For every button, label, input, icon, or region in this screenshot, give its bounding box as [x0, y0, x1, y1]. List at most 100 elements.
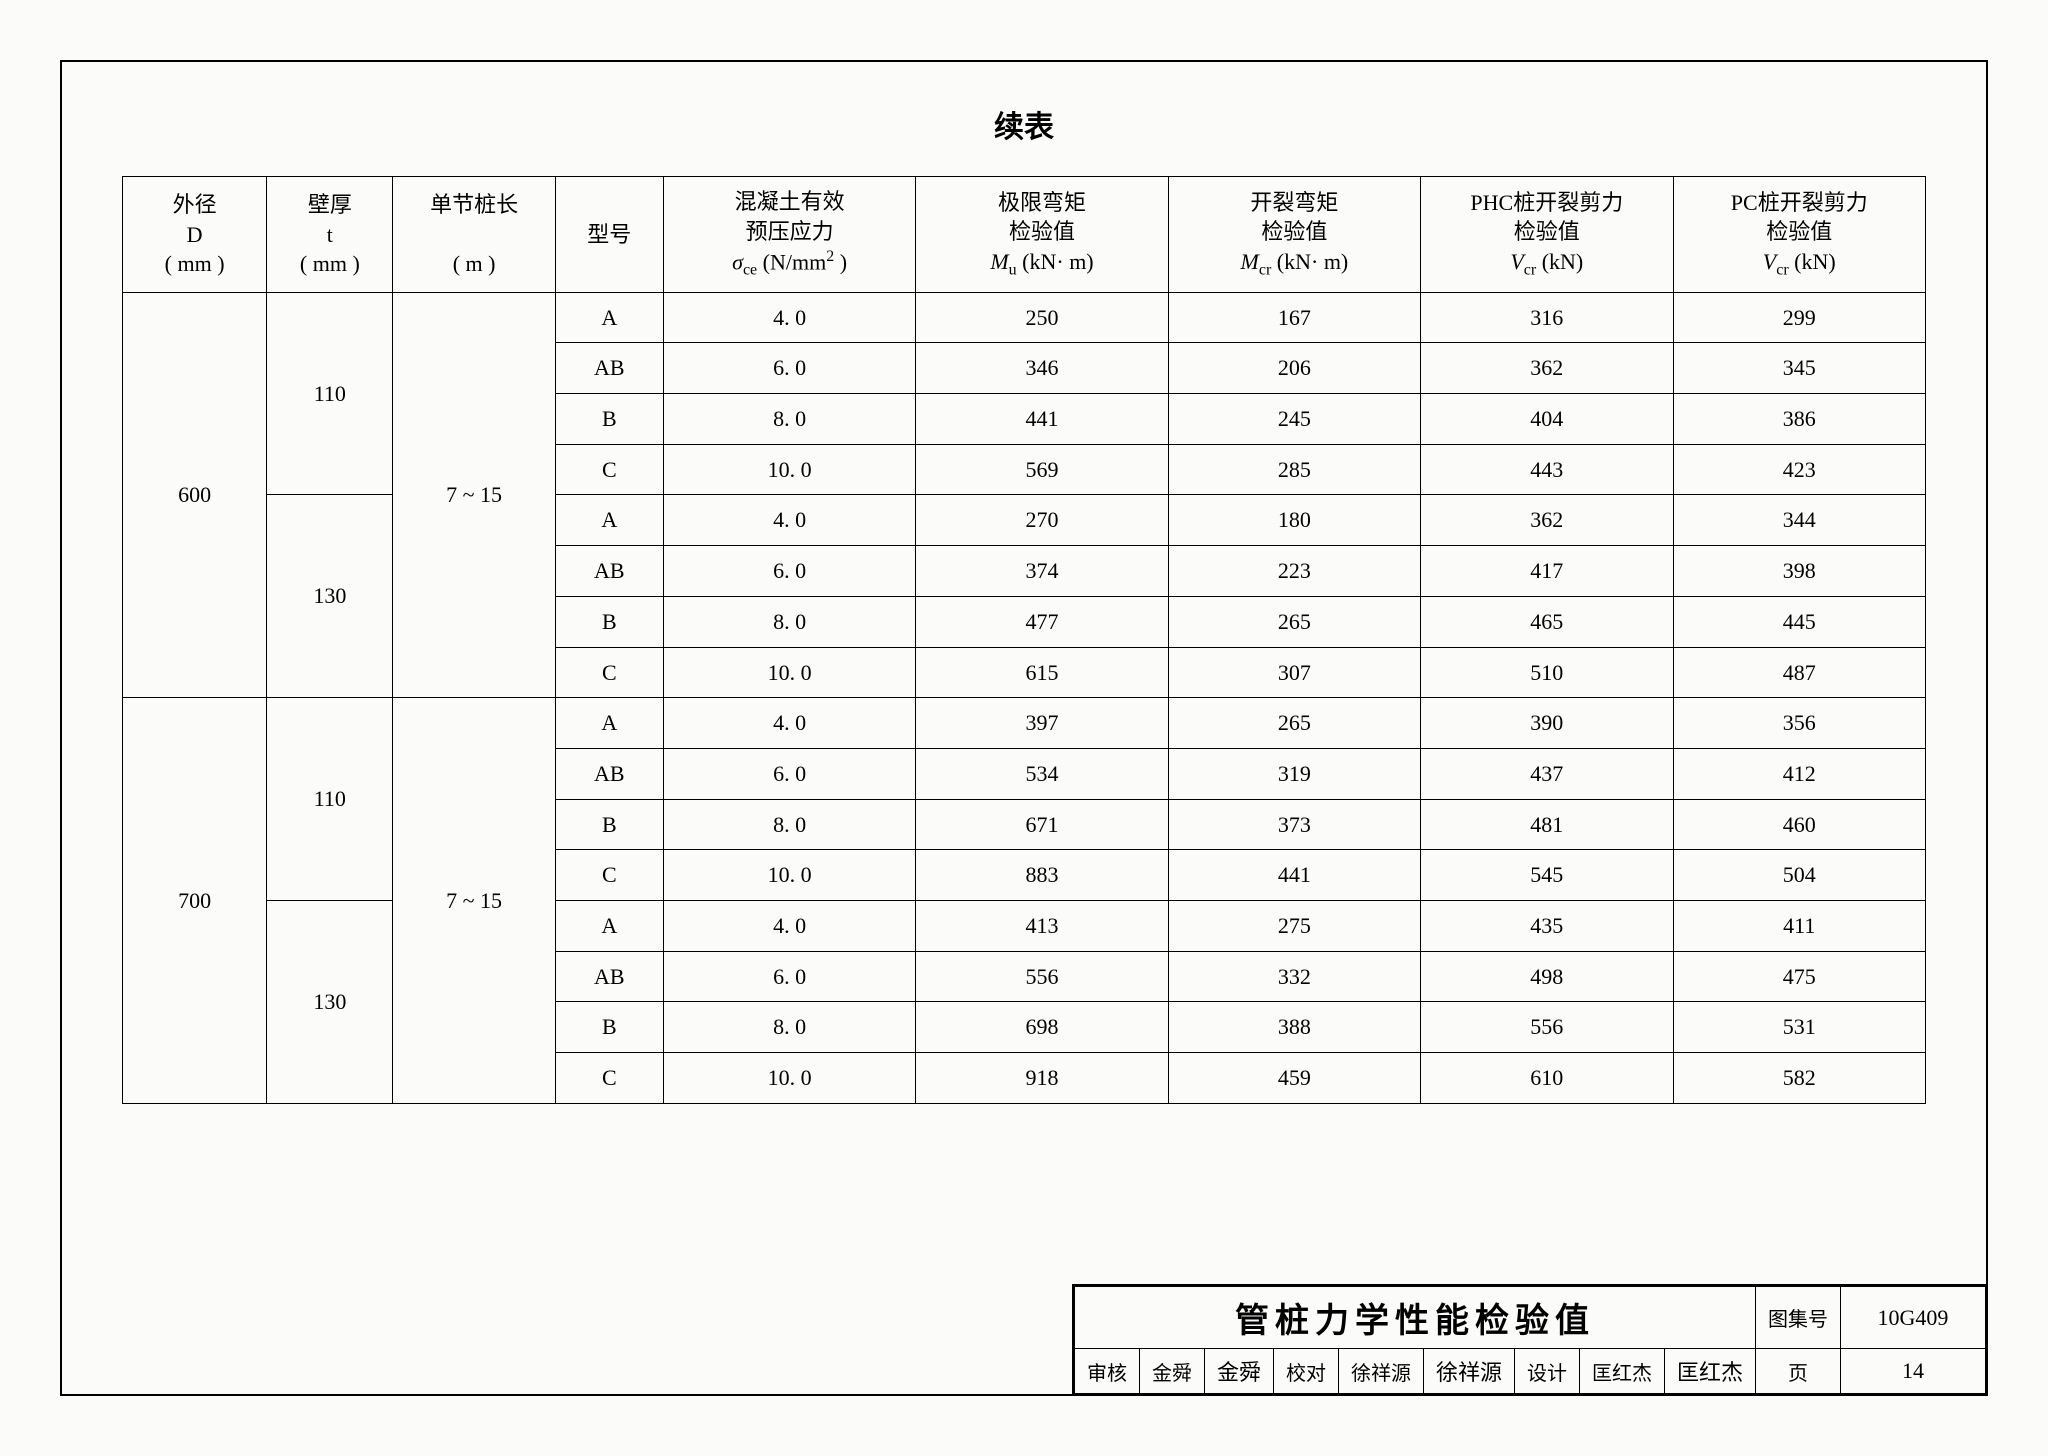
cell-t: 110: [267, 698, 393, 901]
col-header-d: 外径D( mm ): [123, 177, 267, 293]
cell-sigma: 4. 0: [663, 292, 915, 343]
cell-sigma: 6. 0: [663, 546, 915, 597]
atlas-value: 10G409: [1841, 1287, 1986, 1349]
mu-sub: u: [1009, 261, 1017, 278]
mcr-sym: M: [1241, 249, 1259, 274]
review-signature: 金舜: [1204, 1349, 1273, 1394]
vcr1-unit: (kN): [1536, 249, 1583, 274]
cell-type: A: [555, 495, 663, 546]
cell-len: 7 ~ 15: [393, 292, 555, 698]
cell-vcr2: 475: [1673, 951, 1926, 1002]
sigma-unit1: (N/mm: [757, 250, 826, 275]
cell-vcr2: 423: [1673, 444, 1926, 495]
cell-type: B: [555, 596, 663, 647]
cell-sigma: 8. 0: [663, 799, 915, 850]
cell-type: A: [555, 698, 663, 749]
mu-l1: 极限弯矩: [998, 190, 1086, 215]
cell-sigma: 10. 0: [663, 444, 915, 495]
page-value: 14: [1841, 1349, 1986, 1394]
table-body: 6001107 ~ 15A4. 0250167316299AB6. 034620…: [123, 292, 1926, 1103]
cell-mu: 534: [916, 748, 1168, 799]
cell-mcr: 245: [1168, 394, 1420, 445]
cell-mcr: 265: [1168, 698, 1420, 749]
cell-vcr1: 362: [1421, 343, 1673, 394]
cell-sigma: 4. 0: [663, 900, 915, 951]
header-d-l1: 外径: [173, 192, 217, 217]
vcr1-sym: V: [1510, 249, 1523, 274]
cell-mcr: 285: [1168, 444, 1420, 495]
cell-mcr: 388: [1168, 1002, 1420, 1053]
cell-sigma: 4. 0: [663, 495, 915, 546]
design-name: 匡红杰: [1579, 1349, 1664, 1394]
cell-mcr: 206: [1168, 343, 1420, 394]
cell-type: B: [555, 1002, 663, 1053]
cell-mu: 569: [916, 444, 1168, 495]
cell-vcr2: 445: [1673, 596, 1926, 647]
cell-vcr1: 443: [1421, 444, 1673, 495]
design-label: 设计: [1514, 1349, 1579, 1394]
col-header-type: 型号: [555, 177, 663, 293]
cell-mu: 615: [916, 647, 1168, 698]
cell-type: A: [555, 292, 663, 343]
cell-mcr: 373: [1168, 799, 1420, 850]
page: 续表 外径D( mm ) 壁厚t( mm ) 单节桩长( m ) 型号 混凝土有…: [0, 0, 2048, 1456]
cell-vcr2: 504: [1673, 850, 1926, 901]
vcr2-sym: V: [1763, 249, 1776, 274]
cell-mcr: 459: [1168, 1053, 1420, 1104]
cell-sigma: 8. 0: [663, 394, 915, 445]
cell-vcr1: 465: [1421, 596, 1673, 647]
cell-vcr1: 510: [1421, 647, 1673, 698]
cell-vcr2: 299: [1673, 292, 1926, 343]
mcr-unit: (kN· m): [1271, 249, 1348, 274]
cell-vcr2: 398: [1673, 546, 1926, 597]
cell-type: B: [555, 394, 663, 445]
cell-type: C: [555, 647, 663, 698]
header-row: 外径D( mm ) 壁厚t( mm ) 单节桩长( m ) 型号 混凝土有效 预…: [123, 177, 1926, 293]
cell-t: 130: [267, 495, 393, 698]
cell-mu: 556: [916, 951, 1168, 1002]
cell-t: 130: [267, 900, 393, 1103]
cell-vcr2: 356: [1673, 698, 1926, 749]
cell-sigma: 6. 0: [663, 951, 915, 1002]
col-header-len: 单节桩长( m ): [393, 177, 555, 293]
cell-mu: 374: [916, 546, 1168, 597]
vcr1-sub: cr: [1524, 261, 1536, 278]
vcr2-l1: PC桩开裂剪力: [1731, 190, 1868, 215]
cell-sigma: 10. 0: [663, 647, 915, 698]
sigma-sub: ce: [743, 262, 757, 279]
sigma-l1: 混凝土有效: [735, 189, 845, 214]
cell-mu: 441: [916, 394, 1168, 445]
cell-vcr2: 460: [1673, 799, 1926, 850]
cell-vcr1: 404: [1421, 394, 1673, 445]
design-signature: 匡红杰: [1664, 1349, 1755, 1394]
title-block: 管桩力学性能检验值 图集号 10G409 审核 金舜 金舜 校对 徐祥源 徐祥源…: [1072, 1284, 1986, 1394]
cell-mcr: 265: [1168, 596, 1420, 647]
table-row: 7001107 ~ 15A4. 0397265390356: [123, 698, 1926, 749]
col-header-t: 壁厚t( mm ): [267, 177, 393, 293]
cell-sigma: 8. 0: [663, 1002, 915, 1053]
cell-mu: 413: [916, 900, 1168, 951]
data-table: 外径D( mm ) 壁厚t( mm ) 单节桩长( m ) 型号 混凝土有效 预…: [122, 176, 1926, 1104]
cell-vcr1: 545: [1421, 850, 1673, 901]
cell-mcr: 180: [1168, 495, 1420, 546]
cell-vcr1: 417: [1421, 546, 1673, 597]
cell-vcr1: 316: [1421, 292, 1673, 343]
cell-type: A: [555, 900, 663, 951]
cell-len: 7 ~ 15: [393, 698, 555, 1104]
drawing-title: 管桩力学性能检验值: [1074, 1287, 1755, 1349]
cell-mcr: 223: [1168, 546, 1420, 597]
cell-vcr1: 362: [1421, 495, 1673, 546]
cell-mcr: 307: [1168, 647, 1420, 698]
check-label: 校对: [1273, 1349, 1338, 1394]
cell-mu: 671: [916, 799, 1168, 850]
table-title: 续表: [122, 102, 1926, 146]
col-header-vcr2: PC桩开裂剪力 检验值 Vcr (kN): [1673, 177, 1926, 293]
vcr2-unit: (kN): [1789, 249, 1836, 274]
cell-mcr: 167: [1168, 292, 1420, 343]
cell-mu: 918: [916, 1053, 1168, 1104]
cell-type: B: [555, 799, 663, 850]
cell-d: 700: [123, 698, 267, 1104]
cell-t: 110: [267, 292, 393, 495]
cell-sigma: 6. 0: [663, 748, 915, 799]
table-row: 6001107 ~ 15A4. 0250167316299: [123, 292, 1926, 343]
